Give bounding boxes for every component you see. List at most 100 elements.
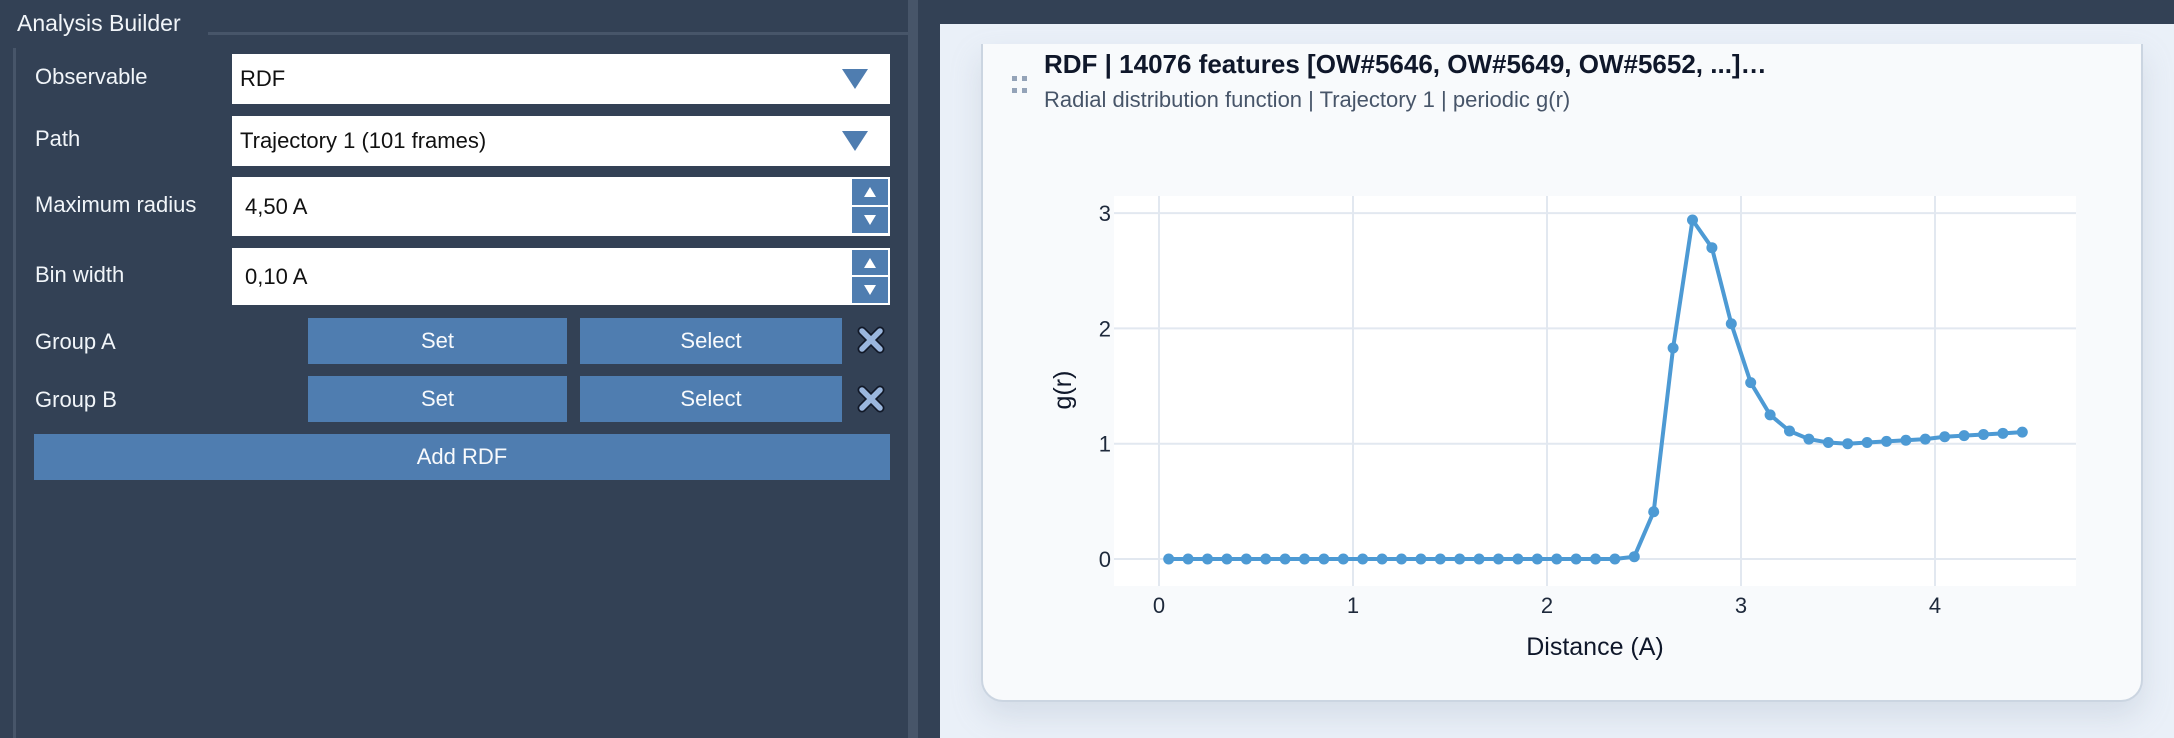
card-title: RDF | 14076 features [OW#5646, OW#5649, …	[1044, 49, 1767, 79]
data-point	[1202, 553, 1213, 565]
bin-width-value: 0,10 A	[245, 264, 308, 289]
data-point	[1163, 553, 1175, 565]
data-point	[1376, 553, 1388, 565]
data-point	[1978, 428, 1989, 440]
data-point	[1939, 431, 1951, 443]
observable-select[interactable]: RDF	[232, 54, 890, 104]
observable-value: RDF	[240, 66, 286, 91]
data-point	[1221, 553, 1233, 565]
panel-title: Analysis Builder	[17, 10, 181, 36]
card-subtitle: Radial distribution function | Trajector…	[1044, 87, 1571, 112]
arrow-down-icon	[864, 215, 876, 225]
data-point	[1357, 553, 1369, 565]
data-point	[1919, 433, 1931, 445]
data-point	[1784, 425, 1795, 437]
y-tick-label: 2	[1099, 316, 1111, 341]
group-b-select-button[interactable]: Select	[580, 376, 842, 422]
rdf-chart: 0 1 2 3 4 0 1 2 3 Distance (A) g(r)	[1049, 196, 2076, 661]
chevron-down-icon	[842, 69, 868, 89]
decrement-button[interactable]	[852, 207, 888, 233]
increment-button[interactable]	[852, 250, 888, 275]
x-tick-label: 1	[1347, 593, 1359, 618]
data-point	[1279, 553, 1291, 565]
data-point	[1299, 553, 1310, 565]
data-point	[1551, 553, 1563, 565]
data-point	[1725, 318, 1737, 330]
data-point	[1745, 377, 1757, 389]
fieldset-border-top	[208, 32, 908, 35]
y-axis-title: g(r)	[1049, 371, 1077, 410]
path-value: Trajectory 1 (101 frames)	[240, 128, 487, 153]
data-point	[1454, 553, 1466, 565]
data-point	[1842, 438, 1854, 450]
y-tick-label: 3	[1099, 201, 1111, 226]
x-axis-title: Distance (A)	[1526, 633, 1664, 661]
data-point	[1396, 553, 1407, 565]
data-point	[1609, 553, 1621, 565]
arrow-down-icon	[864, 285, 876, 295]
data-point	[1318, 553, 1330, 565]
data-point	[1648, 506, 1660, 518]
x-tick-label: 3	[1735, 593, 1747, 618]
data-point	[1493, 553, 1504, 565]
group-b-label: Group B	[35, 387, 117, 412]
path-select[interactable]: Trajectory 1 (101 frames)	[232, 116, 890, 166]
data-point	[1260, 553, 1272, 565]
data-point	[2016, 426, 2028, 438]
data-point	[1822, 437, 1834, 449]
data-point	[1570, 553, 1582, 565]
data-point	[1803, 433, 1815, 445]
group-b-set-button[interactable]: Set	[308, 376, 567, 422]
plot-area	[1114, 196, 2076, 586]
chevron-down-icon	[842, 131, 868, 151]
add-rdf-button[interactable]: Add RDF	[34, 434, 890, 480]
group-a-clear-button[interactable]	[856, 325, 886, 355]
decrement-button[interactable]	[852, 277, 888, 303]
data-point	[1687, 214, 1698, 226]
y-tick-label: 1	[1099, 432, 1111, 457]
max-radius-input[interactable]: 4,50 A	[232, 177, 890, 236]
data-point	[1881, 435, 1892, 447]
x-tick-label: 0	[1153, 593, 1165, 618]
y-tick-label: 0	[1099, 547, 1111, 572]
splitter-gutter	[918, 0, 940, 738]
x-tick-label: 2	[1541, 593, 1553, 618]
data-point	[1240, 553, 1252, 565]
group-a-label: Group A	[35, 329, 116, 354]
fieldset-border-left	[13, 48, 16, 738]
group-a-set-button[interactable]: Set	[308, 318, 567, 364]
increment-button[interactable]	[852, 179, 888, 205]
results-top-bar	[940, 0, 2174, 24]
data-point	[1182, 553, 1194, 565]
data-point	[1531, 553, 1543, 565]
observable-label: Observable	[35, 64, 148, 89]
panel-splitter[interactable]	[908, 0, 918, 738]
data-point	[1512, 553, 1524, 565]
arrow-up-icon	[864, 187, 876, 197]
bin-width-input[interactable]: 0,10 A	[232, 248, 890, 305]
close-icon	[857, 326, 885, 354]
max-radius-value: 4,50 A	[245, 194, 308, 219]
drag-handle-icon[interactable]	[1012, 76, 1028, 94]
data-point	[1958, 430, 1970, 442]
data-point	[1997, 427, 2009, 439]
data-point	[1900, 434, 1912, 446]
group-a-select-button[interactable]: Select	[580, 318, 842, 364]
bin-width-label: Bin width	[35, 262, 125, 287]
data-point	[1434, 553, 1446, 565]
data-point	[1590, 553, 1601, 565]
analysis-builder-panel	[0, 0, 908, 738]
data-point	[1764, 409, 1776, 421]
data-point	[1706, 242, 1718, 254]
data-point	[1667, 342, 1679, 354]
max-radius-label: Maximum radius	[35, 192, 197, 217]
arrow-up-icon	[864, 257, 876, 268]
data-point	[1628, 551, 1640, 563]
data-point	[1861, 437, 1873, 449]
x-tick-label: 4	[1929, 593, 1941, 618]
data-point	[1415, 553, 1427, 565]
path-label: Path	[35, 126, 81, 151]
group-b-clear-button[interactable]	[856, 384, 886, 414]
data-point	[1473, 553, 1485, 565]
data-point	[1337, 553, 1349, 565]
